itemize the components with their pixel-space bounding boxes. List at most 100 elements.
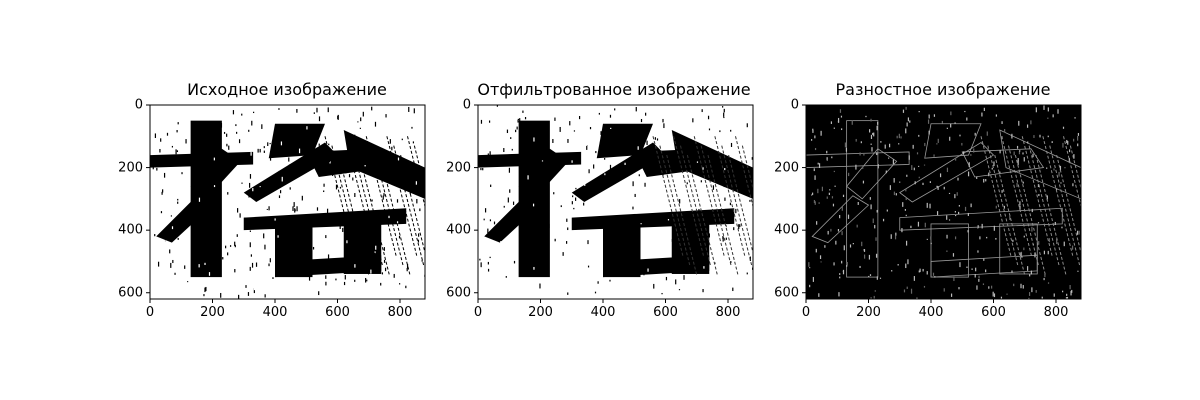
- noise-speckle: [1011, 133, 1013, 139]
- noise-speckle: [614, 188, 616, 191]
- noise-speckle: [348, 174, 351, 178]
- x-tick-label: 200: [200, 305, 225, 320]
- axes-frame: [805, 104, 1082, 300]
- noise-speckle: [690, 230, 692, 234]
- noise-speckle: [236, 234, 238, 237]
- noise-speckle: [1056, 238, 1058, 244]
- noise-speckle: [233, 153, 235, 157]
- noise-speckle: [519, 215, 521, 220]
- noise-speckle: [383, 221, 385, 224]
- noise-speckle: [214, 153, 216, 158]
- noise-speckle: [236, 131, 238, 134]
- noise-speckle: [227, 252, 229, 256]
- noise-speckle: [647, 268, 649, 272]
- noise-speckle: [943, 288, 945, 292]
- noise-speckle: [1046, 167, 1048, 169]
- noise-speckle: [970, 154, 972, 156]
- noise-speckle: [1070, 290, 1072, 296]
- noise-speckle: [902, 109, 905, 113]
- noise-speckle: [730, 261, 732, 264]
- noise-speckle: [1038, 193, 1040, 197]
- noise-speckle: [406, 263, 409, 269]
- noise-speckle: [635, 106, 637, 112]
- noise-speckle: [833, 262, 835, 266]
- noise-speckle: [295, 266, 297, 271]
- noise-speckle: [248, 137, 250, 140]
- noise-speckle: [397, 157, 400, 161]
- noise-speckle: [1027, 141, 1029, 144]
- noise-speckle: [870, 297, 872, 299]
- noise-speckle: [267, 142, 269, 147]
- noise-speckle: [283, 188, 285, 191]
- noise-speckle: [879, 277, 882, 279]
- y-tick-label: 400: [446, 222, 471, 238]
- noise-speckle: [818, 202, 820, 204]
- noise-speckle: [183, 246, 185, 251]
- noise-speckle: [962, 151, 965, 155]
- noise-speckle: [573, 130, 576, 132]
- noise-speckle: [829, 189, 831, 191]
- noise-speckle: [505, 276, 507, 278]
- noise-speckle: [291, 267, 294, 271]
- noise-speckle: [325, 235, 327, 239]
- noise-speckle: [950, 123, 952, 128]
- noise-speckle: [899, 181, 901, 183]
- noise-speckle: [546, 171, 548, 175]
- noise-speckle: [401, 138, 403, 141]
- character-stroke: [518, 148, 569, 199]
- noise-speckle: [573, 207, 575, 210]
- noise-speckle: [847, 214, 850, 219]
- noise-speckle: [975, 267, 977, 272]
- hatch-line: [386, 136, 418, 257]
- noise-speckle: [169, 249, 171, 254]
- noise-speckle: [608, 136, 610, 139]
- noise-speckle: [668, 162, 670, 168]
- noise-speckle: [354, 264, 356, 268]
- noise-speckle: [738, 224, 740, 230]
- noise-speckle: [880, 141, 882, 143]
- noise-speckle: [186, 224, 188, 229]
- noise-speckle: [723, 112, 725, 117]
- noise-speckle: [336, 162, 338, 166]
- noise-speckle: [575, 197, 577, 201]
- noise-speckle: [387, 175, 389, 180]
- noise-speckle: [828, 192, 830, 195]
- noise-speckle: [288, 164, 291, 169]
- noise-speckle: [218, 129, 221, 133]
- noise-speckle: [225, 216, 227, 218]
- noise-speckle: [276, 130, 278, 133]
- noise-speckle: [220, 122, 223, 128]
- noise-speckle: [995, 237, 997, 240]
- noise-speckle: [1060, 182, 1062, 184]
- noise-speckle: [985, 269, 987, 273]
- noise-speckle: [869, 129, 871, 133]
- noise-speckle: [868, 275, 870, 277]
- noise-speckle: [479, 258, 481, 261]
- noise-speckle: [988, 286, 990, 289]
- noise-speckle: [328, 216, 330, 219]
- noise-speckle: [1043, 105, 1045, 110]
- noise-speckle: [496, 105, 498, 107]
- noise-speckle: [500, 241, 502, 245]
- noise-speckle: [160, 138, 162, 142]
- noise-speckle: [662, 118, 664, 123]
- noise-speckle: [391, 146, 393, 151]
- noise-speckle: [383, 247, 385, 251]
- noise-speckle: [1028, 292, 1031, 296]
- noise-speckle: [882, 218, 885, 222]
- noise-speckle: [196, 143, 198, 148]
- noise-speckle: [1018, 150, 1021, 155]
- noise-speckle: [719, 130, 721, 133]
- noise-speckle: [602, 289, 605, 294]
- noise-speckle: [224, 179, 226, 183]
- noise-speckle: [704, 272, 707, 274]
- noise-speckle: [235, 124, 237, 127]
- noise-speckle: [541, 126, 543, 132]
- noise-speckle: [863, 249, 865, 251]
- noise-speckle: [930, 236, 932, 240]
- noise-speckle: [273, 240, 275, 244]
- noise-speckle: [609, 148, 611, 152]
- noise-speckle: [723, 206, 725, 209]
- noise-speckle: [344, 275, 346, 280]
- noise-speckle: [696, 161, 699, 163]
